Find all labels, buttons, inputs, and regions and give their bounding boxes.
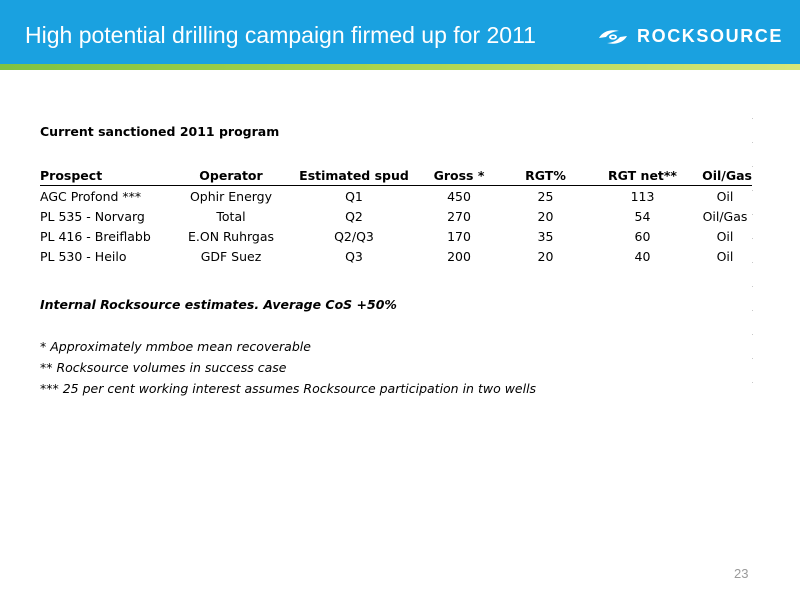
cell-rgt-percent: 20 bbox=[537, 208, 554, 224]
cell-prospect: PL 535 - Norvarg bbox=[40, 208, 145, 224]
slide-content: Current sanctioned 2011 program Prospect… bbox=[40, 123, 752, 399]
cell-prospect: PL 416 - Breiflabb bbox=[40, 228, 151, 244]
rocksource-swirl-icon bbox=[599, 29, 627, 44]
cell-prospect: AGC Profond *** bbox=[40, 188, 142, 204]
cell-rgt-percent: 35 bbox=[537, 228, 554, 244]
program-title: Current sanctioned 2011 program bbox=[40, 124, 280, 139]
cell-rgt-net: 60 bbox=[634, 228, 651, 244]
cell-rgt-net: 40 bbox=[634, 248, 651, 264]
program-table: Prospect Operator Estimated spud Gross *… bbox=[40, 165, 752, 266]
cell-operator: E.ON Ruhrgas bbox=[187, 228, 275, 244]
page-number: 23 bbox=[734, 566, 749, 581]
table-row: PL 416 - Breiflabb E.ON Ruhrgas Q2/Q3 17… bbox=[40, 226, 752, 246]
column-header-oil-gas: Oil/Gas bbox=[698, 165, 752, 186]
cell-rgt-net: 113 bbox=[630, 188, 655, 204]
column-header-estimated-spud: Estimated spud bbox=[294, 165, 414, 186]
cell-gross: 450 bbox=[447, 188, 471, 204]
header-bar bbox=[0, 0, 800, 64]
footnote-triple-asterisk: *** 25 per cent working interest assumes… bbox=[40, 381, 537, 396]
cell-gross: 270 bbox=[447, 208, 471, 224]
logo-text: ROCKSOURCE bbox=[637, 26, 784, 46]
company-logo: ROCKSOURCE bbox=[597, 26, 783, 47]
cell-rgt-percent: 25 bbox=[537, 188, 554, 204]
column-header-rgt-net: RGT net** bbox=[587, 165, 698, 186]
decorative-dot-column bbox=[752, 118, 755, 406]
cell-rgt-net: 54 bbox=[634, 208, 651, 224]
table-row: AGC Profond *** Ophir Energy Q1 450 25 1… bbox=[40, 186, 752, 207]
slide-title: High potential drilling campaign firmed … bbox=[25, 22, 536, 48]
cell-operator: GDF Suez bbox=[200, 248, 262, 264]
cell-estimated-spud: Q2 bbox=[345, 208, 363, 224]
cell-oil-gas: Oil bbox=[716, 228, 734, 244]
cell-rgt-percent: 20 bbox=[537, 248, 554, 264]
footnotes: * Approximately mmboe mean recoverable *… bbox=[40, 336, 752, 399]
cell-prospect: PL 530 - Heilo bbox=[40, 248, 127, 264]
header-accent-stripe bbox=[0, 64, 800, 70]
cell-oil-gas: Oil/Gas bbox=[702, 208, 748, 224]
column-header-gross: Gross * bbox=[414, 165, 504, 186]
footnote-single-asterisk: * Approximately mmboe mean recoverable bbox=[40, 339, 311, 354]
table-row: PL 535 - Norvarg Total Q2 270 20 54 Oil/… bbox=[40, 206, 752, 226]
column-header-operator: Operator bbox=[168, 165, 294, 186]
cell-estimated-spud: Q1 bbox=[345, 188, 363, 204]
table-row: PL 530 - Heilo GDF Suez Q3 200 20 40 Oil bbox=[40, 246, 752, 266]
cell-oil-gas: Oil bbox=[716, 248, 734, 264]
cell-gross: 170 bbox=[447, 228, 471, 244]
column-header-prospect: Prospect bbox=[40, 165, 168, 186]
table-header-row: Prospect Operator Estimated spud Gross *… bbox=[40, 165, 752, 186]
cell-operator: Total bbox=[216, 208, 246, 224]
footnote-double-asterisk: ** Rocksource volumes in success case bbox=[40, 360, 287, 375]
cell-oil-gas: Oil bbox=[716, 188, 734, 204]
cell-gross: 200 bbox=[447, 248, 471, 264]
cell-operator: Ophir Energy bbox=[189, 188, 273, 204]
column-header-rgt-percent: RGT% bbox=[504, 165, 587, 186]
cell-estimated-spud: Q3 bbox=[345, 248, 363, 264]
estimates-note: Internal Rocksource estimates. Average C… bbox=[40, 297, 397, 312]
cell-estimated-spud: Q2/Q3 bbox=[334, 228, 374, 244]
